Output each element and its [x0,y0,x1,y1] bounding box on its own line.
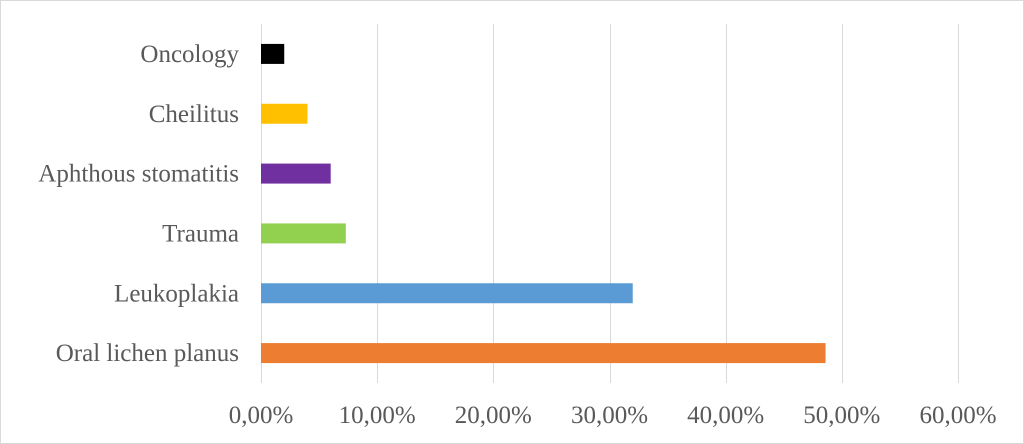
category-labels: Oral lichen planus Leukoplakia Trauma Aphth… [38,41,239,367]
bar [261,103,308,124]
category-label: Oncology [140,41,239,68]
category-label: Aphthous stomatitis [38,161,239,188]
category-label: Cheilitus [149,101,239,128]
x-tick-label: 50,00% [803,402,880,429]
bar [261,343,826,364]
x-tick-label: 0,00% [229,402,294,429]
x-tick-label: 10,00% [339,402,416,429]
x-tick-labels: 0,00% 10,00% 20,00% 30,00% 40,00% 50,00% 60,00… [229,402,997,429]
category-label: Trauma [162,220,239,247]
x-tick-label: 60,00% [919,402,996,429]
x-tick-label: 40,00% [687,402,764,429]
category-label: Leukoplakia [114,280,239,307]
gridlines [261,24,959,383]
bar [261,283,633,304]
bars [261,43,826,364]
x-tick-label: 30,00% [571,402,648,429]
bar [261,163,331,184]
bar [261,43,285,64]
bar [261,223,346,244]
x-tick-label: 20,00% [455,402,532,429]
category-label: Oral lichen planus [56,340,239,367]
